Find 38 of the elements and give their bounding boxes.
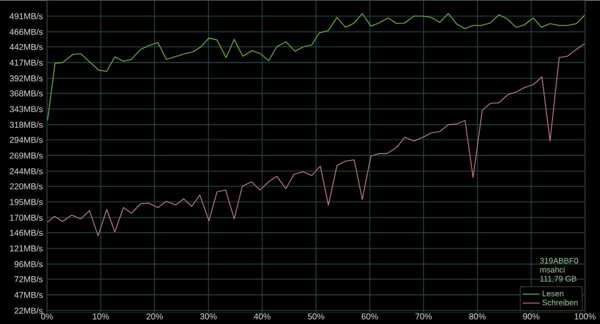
x-tick-label: 10% — [92, 313, 110, 320]
y-tick-label: 491MB/s — [10, 12, 43, 20]
y-tick-label: 96MB/s — [14, 260, 43, 267]
x-tick-label: 100% — [574, 313, 596, 320]
y-tick-label: 121MB/s — [10, 245, 43, 252]
y-tick-label: 269MB/s — [10, 152, 43, 158]
x-tick-label: 60% — [362, 313, 378, 320]
annotation: msahci — [540, 266, 565, 272]
y-tick-label: 343MB/s — [10, 106, 43, 112]
annotation: 319ABBF0 — [540, 258, 578, 264]
y-tick-label: 72MB/s — [14, 276, 43, 282]
x-tick-label: 80% — [469, 313, 486, 320]
y-tick-label: 294MB/s — [10, 136, 43, 143]
legend-label: Schreiben — [542, 299, 578, 306]
y-tick-label: 195MB/s — [10, 198, 43, 205]
y-tick-label: 244MB/s — [10, 168, 43, 174]
legend-label: Lesen — [542, 290, 564, 296]
y-tick-label: 417MB/s — [10, 59, 43, 66]
y-tick-label: 466MB/s — [10, 28, 43, 35]
y-tick-label: 392MB/s — [10, 74, 43, 82]
x-tick-label: 70% — [416, 313, 432, 320]
x-tick-label: 90% — [523, 313, 540, 320]
line-series — [47, 12, 585, 121]
y-tick-label: 146MB/s — [10, 229, 43, 236]
x-tick-label: 20% — [146, 313, 163, 320]
y-tick-label: 170MB/s — [10, 214, 43, 221]
y-tick-label: 47MB/s — [14, 292, 43, 298]
y-tick-label: 442MB/s — [10, 44, 43, 50]
line-series — [47, 43, 585, 236]
y-tick-label: 318MB/s — [10, 121, 43, 128]
x-tick-label: 50% — [308, 313, 324, 320]
x-tick-label: 40% — [254, 313, 270, 320]
y-tick-label: 368MB/s — [10, 90, 43, 96]
annotation: 111,79 GB — [540, 276, 576, 282]
x-tick-label: 0% — [41, 313, 53, 320]
y-tick-label: 22MB/s — [14, 307, 43, 314]
y-tick-label: 220MB/s — [10, 182, 43, 190]
x-tick-label: 30% — [200, 313, 217, 320]
